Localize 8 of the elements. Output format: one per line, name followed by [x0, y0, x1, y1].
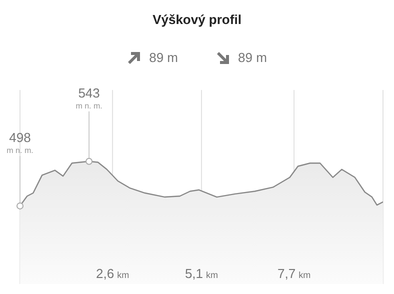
- x-tick-label: 7,7 km: [277, 266, 311, 281]
- x-tick-label: 2,6 km: [96, 266, 130, 281]
- annotation: 543 m n. m.: [76, 85, 102, 110]
- text: 89 m: [238, 50, 267, 65]
- chart-title: Výškový profil: [152, 12, 242, 27]
- text: 89 m: [149, 50, 178, 65]
- text: 498 m n. m.: [6, 130, 34, 155]
- x-tick-label: 5,1 km: [184, 266, 218, 281]
